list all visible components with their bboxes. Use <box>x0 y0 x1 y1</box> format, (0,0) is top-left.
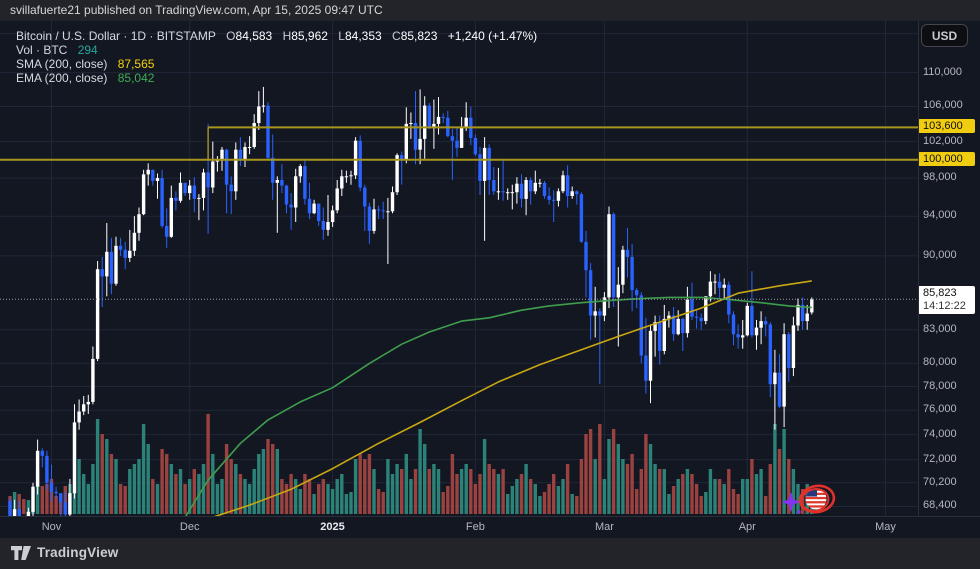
price-axis[interactable]: 110,000 106,000 102,000 98,000 94,000 90,000 8… <box>918 21 980 516</box>
low-value: 84,353 <box>344 29 382 43</box>
chart-legend: Bitcoin / U.S. Dollar · 1D · BITSTAMP O8… <box>16 29 537 85</box>
sma-label: SMA (200, close) <box>16 57 108 71</box>
price-tick-label: 80,000 <box>923 356 957 369</box>
last-price-value: 85,823 <box>923 287 957 300</box>
sma-row[interactable]: SMA (200, close) 87,565 <box>16 57 537 71</box>
bar-countdown: 14:12:22 <box>923 300 966 313</box>
low-label: L <box>338 29 345 43</box>
price-tick-label: 83,000 <box>923 322 957 335</box>
ema-200-line <box>184 296 812 516</box>
price-tick-label: 98,000 <box>923 171 957 184</box>
price-tick-label: 72,000 <box>923 452 957 465</box>
ema-row[interactable]: EMA (200, close) 85,042 <box>16 71 537 85</box>
volume-row[interactable]: Vol · BTC 294 <box>16 43 537 57</box>
price-tick-label: 70,200 <box>923 475 957 488</box>
ema-label: EMA (200, close) <box>16 71 108 85</box>
symbol-row[interactable]: Bitcoin / U.S. Dollar · 1D · BITSTAMP O8… <box>16 29 537 43</box>
moving-average-lines <box>184 280 812 516</box>
grid-lines <box>0 21 918 516</box>
volume-value: 294 <box>77 43 98 57</box>
price-tick-label: 102,000 <box>923 134 963 147</box>
time-tick-label: Apr <box>738 521 756 533</box>
close-value: 85,823 <box>400 29 438 43</box>
price-tick-label: 76,000 <box>923 403 957 416</box>
time-tick-label: Feb <box>465 521 485 533</box>
time-tick-label: Mar <box>594 521 614 533</box>
candles <box>8 86 814 516</box>
close-label: C <box>392 29 401 43</box>
time-tick-label: Nov <box>41 521 62 533</box>
tradingview-logo-text: TradingView <box>37 545 119 560</box>
change-value: +1,240 (+1.47%) <box>447 29 538 43</box>
currency-usd-button[interactable]: USD <box>921 24 968 47</box>
level-price-label: 100,000 <box>918 151 975 166</box>
time-tick-label: May <box>875 521 896 533</box>
sma-200-line <box>213 280 812 516</box>
open-value: 84,583 <box>235 29 273 43</box>
horizontal-level-drawings[interactable] <box>0 126 918 161</box>
footer-bar: TradingView <box>0 538 980 569</box>
price-tick-label: 78,000 <box>923 379 957 392</box>
last-price-label: 85,823 14:12:22 <box>918 286 975 315</box>
price-tick-label: 106,000 <box>923 99 963 112</box>
publish-info-text: svillafuerte21 published on TradingView.… <box>10 3 383 17</box>
sparkle-icon <box>781 492 801 512</box>
volume-label: Vol · BTC <box>16 43 68 57</box>
publish-info-bar: svillafuerte21 published on TradingView.… <box>0 0 980 21</box>
open-label: O <box>226 29 236 43</box>
price-axis-border <box>918 21 919 538</box>
tradingview-logo[interactable]: TradingView <box>11 545 118 560</box>
time-tick-label: 2025 <box>320 521 345 533</box>
symbol-title: Bitcoin / U.S. Dollar · 1D · BITSTAMP <box>16 29 216 43</box>
time-axis[interactable]: Nov Dec 2025 Feb Mar Apr May <box>0 516 980 538</box>
price-tick-label: 74,000 <box>923 427 957 440</box>
sma-value: 87,565 <box>117 57 155 71</box>
price-tick-label: 90,000 <box>923 248 957 261</box>
price-tick-label: 94,000 <box>923 209 957 222</box>
volume-bars <box>8 414 814 514</box>
ema-value: 85,042 <box>117 71 155 85</box>
price-tick-label: 110,000 <box>923 65 962 78</box>
level-price-label: 103,600 <box>918 119 975 134</box>
high-value: 85,962 <box>291 29 328 43</box>
us-flag-sticker[interactable] <box>781 483 836 515</box>
high-label: H <box>282 29 292 43</box>
time-tick-label: Dec <box>179 521 200 533</box>
tradingview-logo-icon <box>11 545 31 560</box>
price-tick-label: 68,400 <box>923 499 957 512</box>
